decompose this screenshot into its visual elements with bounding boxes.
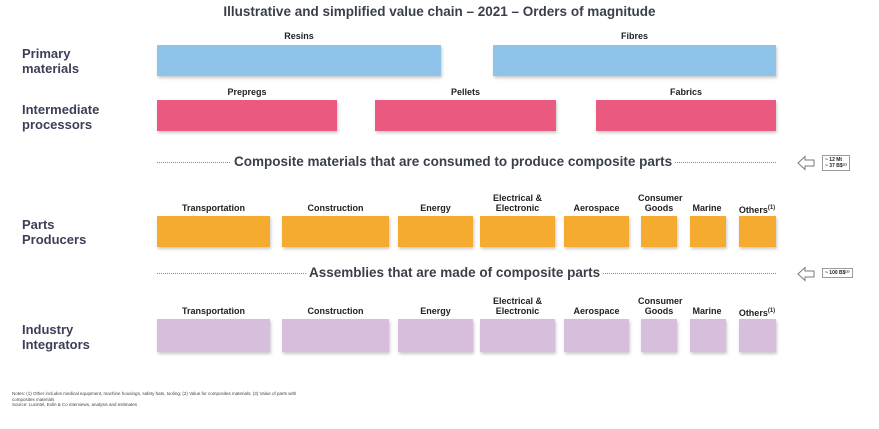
- pellets-box: [375, 100, 556, 131]
- integrators-label-aerospace: Aerospace: [573, 306, 620, 316]
- assemblies-separator-text: Assemblies that are made of composite pa…: [306, 265, 604, 280]
- parts-box-others: [739, 216, 776, 247]
- integrators-box-marine: [690, 319, 726, 352]
- assemblies-value-box: ~ 100 B$⁽³⁾: [822, 268, 853, 278]
- fibres-box: [493, 45, 776, 76]
- integrators-label-others: Others(1): [738, 308, 776, 318]
- parts-box-electrical-electronic: [480, 216, 555, 247]
- integrators-box-electrical-electronic: [480, 319, 555, 352]
- left-arrow-icon: [797, 155, 815, 171]
- parts-box-consumer-goods: [641, 216, 677, 247]
- integrators-label-consumer-goods: Consumer Goods: [638, 296, 683, 316]
- integrators-label-electrical-electronic: Electrical & Electronic: [492, 296, 543, 316]
- row-label-parts-producers: Parts Producers: [22, 217, 87, 247]
- parts-label-aerospace: Aerospace: [573, 203, 620, 213]
- integrators-label-construction: Construction: [307, 306, 364, 316]
- left-arrow-icon: [797, 266, 815, 282]
- fabrics-label: Fabrics: [669, 87, 702, 97]
- resins-box: [157, 45, 441, 76]
- fabrics-box: [596, 100, 776, 131]
- row-label-intermediate-processors: Intermediate processors: [22, 102, 100, 132]
- integrators-label-marine: Marine: [692, 306, 722, 316]
- integrators-box-construction: [282, 319, 389, 352]
- parts-label-electrical-electronic: Electrical & Electronic: [492, 193, 543, 213]
- diagram-title: Illustrative and simplified value chain …: [223, 4, 656, 19]
- parts-label-others: Others(1): [738, 205, 776, 215]
- footnotes: Notes: (1) Other includes medical equipm…: [12, 391, 312, 408]
- parts-label-energy: Energy: [420, 203, 451, 213]
- parts-label-transportation: Transportation: [181, 203, 245, 213]
- row-label-primary-materials: Primary materials: [22, 46, 80, 76]
- integrators-box-consumer-goods: [641, 319, 677, 352]
- parts-box-construction: [282, 216, 389, 247]
- parts-box-marine: [690, 216, 726, 247]
- fibres-label: Fibres: [620, 31, 648, 41]
- integrators-label-transportation: Transportation: [181, 306, 245, 316]
- row-label-industry-integrators: Industry Integrators: [22, 322, 90, 352]
- parts-label-marine: Marine: [692, 203, 722, 213]
- parts-label-construction: Construction: [307, 203, 364, 213]
- parts-box-transportation: [157, 216, 270, 247]
- pellets-label: Pellets: [450, 87, 481, 97]
- prepregs-label: Prepregs: [227, 87, 267, 97]
- parts-box-aerospace: [564, 216, 629, 247]
- notes-text: Notes: (1) Other includes medical equipm…: [12, 391, 297, 402]
- composite-value-box: ~ 12 Mt ~ 37 B$⁽²⁾: [822, 155, 850, 171]
- integrators-box-transportation: [157, 319, 270, 352]
- integrators-box-energy: [398, 319, 473, 352]
- prepregs-box: [157, 100, 337, 131]
- parts-box-energy: [398, 216, 473, 247]
- resins-label: Resins: [284, 31, 314, 41]
- integrators-label-energy: Energy: [420, 306, 451, 316]
- integrators-box-others: [739, 319, 776, 352]
- composite-separator-text: Composite materials that are consumed to…: [231, 154, 676, 169]
- integrators-box-aerospace: [564, 319, 629, 352]
- parts-label-consumer-goods: Consumer Goods: [638, 193, 683, 213]
- source-text: Source: Lucintel, Exlin & Co interviews,…: [12, 402, 138, 407]
